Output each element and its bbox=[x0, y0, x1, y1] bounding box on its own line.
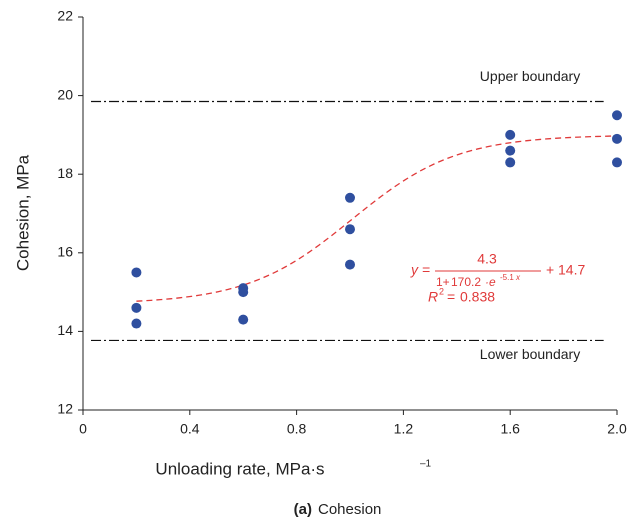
equation-lhs: y = bbox=[410, 262, 430, 278]
y-tick-label: 14 bbox=[57, 322, 73, 338]
equation-numerator: 4.3 bbox=[477, 251, 497, 267]
y-tick-label: 12 bbox=[57, 401, 73, 417]
y-tick-label: 18 bbox=[57, 165, 73, 181]
fit-curve bbox=[136, 135, 618, 302]
data-point bbox=[131, 318, 142, 329]
equation-b: 170.2 bbox=[451, 275, 481, 289]
data-point bbox=[505, 129, 516, 140]
x-tick-label: 0 bbox=[79, 421, 87, 437]
x-tick-label: 2.0 bbox=[607, 421, 627, 437]
equation-k: -5.1 bbox=[500, 273, 514, 282]
equation-c: 14.7 bbox=[558, 262, 585, 278]
data-point bbox=[345, 192, 355, 203]
y-axis-label: Cohesion, MPa bbox=[13, 154, 32, 271]
x-axis-label-sup: –1 bbox=[420, 459, 432, 470]
equation-e: ·e bbox=[485, 275, 496, 289]
x-tick-label: 0.8 bbox=[287, 421, 307, 437]
x-tick-label: 0.4 bbox=[180, 421, 200, 437]
r2-label: R bbox=[428, 289, 438, 305]
equation-plus: + bbox=[546, 262, 554, 278]
caption: Cohesion bbox=[318, 501, 381, 518]
r2-value: 0.838 bbox=[460, 289, 495, 305]
data-point bbox=[612, 157, 622, 168]
data-point bbox=[345, 259, 355, 270]
equation-den-prefix: 1+ bbox=[436, 275, 450, 289]
boundary-label: Lower boundary bbox=[480, 346, 580, 362]
y-tick-label: 16 bbox=[57, 244, 73, 260]
data-point bbox=[131, 267, 142, 278]
data-point bbox=[238, 314, 249, 325]
equation-exp-var: x bbox=[515, 273, 521, 282]
data-point bbox=[505, 145, 516, 156]
x-tick-label: 1.6 bbox=[500, 421, 520, 437]
data-point bbox=[238, 287, 249, 298]
data-point bbox=[505, 157, 516, 168]
data-point bbox=[612, 110, 622, 121]
y-tick-label: 20 bbox=[57, 86, 73, 102]
data-point bbox=[345, 224, 355, 235]
y-tick-label: 22 bbox=[57, 8, 73, 24]
r2-eq: = bbox=[447, 289, 455, 305]
caption-label: (a) bbox=[294, 501, 312, 518]
boundary-label: Upper boundary bbox=[480, 68, 580, 84]
x-axis-label: Unloading rate, MPa·s bbox=[155, 459, 324, 478]
r2-sup: 2 bbox=[439, 286, 444, 296]
x-tick-label: 1.2 bbox=[394, 421, 414, 437]
data-point bbox=[131, 302, 142, 313]
data-point bbox=[612, 133, 622, 144]
